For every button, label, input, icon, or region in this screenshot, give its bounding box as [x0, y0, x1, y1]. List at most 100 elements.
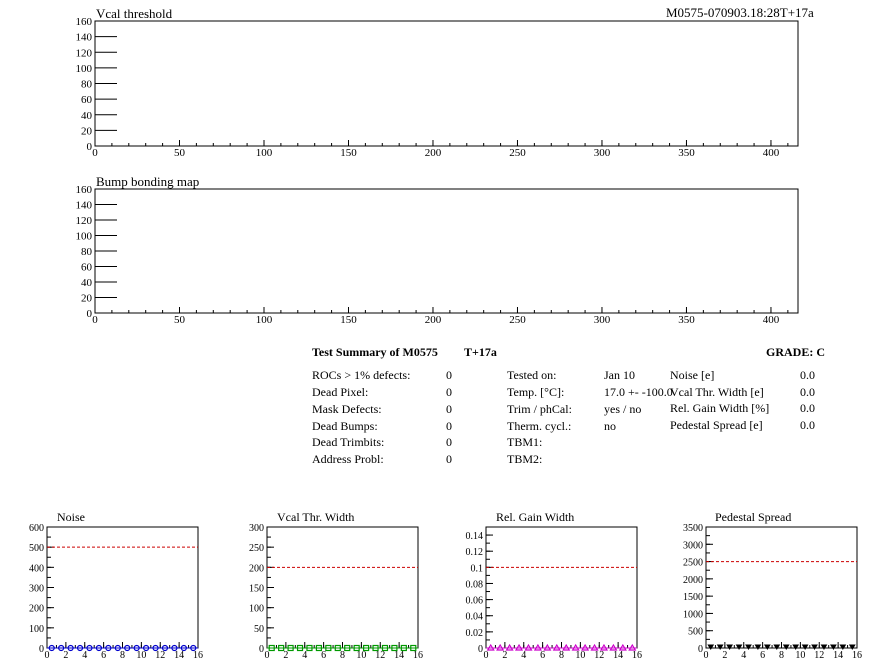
y-tick-label: 80 — [81, 79, 93, 91]
x-tick-label: 6 — [760, 650, 765, 661]
defect-label: Mask Defects: — [312, 402, 382, 416]
y-tick-label: 3500 — [683, 523, 703, 534]
data-point — [782, 644, 790, 650]
x-tick-label: 12 — [814, 650, 824, 661]
vcal-thr-width-chart: Vcal Thr. Width 0 2 4 6 8 10 12 14 16 0 50 100 150 200… — [249, 510, 423, 661]
y-tick-label: 0 — [39, 644, 44, 655]
width-value: 0.0 — [800, 385, 815, 399]
chart-title: Bump bonding map — [96, 174, 199, 189]
y-tick-label: 400 — [29, 563, 44, 574]
y-tick-label: 140 — [76, 200, 93, 212]
defect-value: 0 — [446, 402, 452, 416]
data-point — [716, 644, 724, 650]
y-tick-label: 120 — [76, 47, 93, 59]
data-point — [707, 644, 715, 650]
condition-label: TBM2: — [507, 452, 543, 466]
data-point — [372, 644, 379, 652]
y-tick-label: 0.14 — [466, 531, 484, 542]
data-point — [839, 644, 847, 650]
data-point — [792, 644, 800, 650]
data-point — [754, 644, 762, 650]
x-tick-label: 14 — [833, 650, 843, 661]
x-tick-label: 6 — [101, 650, 106, 661]
x-tick-label: 12 — [155, 650, 165, 661]
width-value: 0.0 — [800, 401, 815, 415]
data-point — [543, 643, 552, 651]
data-point — [296, 644, 304, 652]
x-tick-label: 150 — [340, 314, 357, 326]
x-tick-label: 14 — [613, 650, 623, 661]
defect-value: 0 — [446, 385, 452, 399]
x-tick-label: 100 — [256, 314, 273, 326]
y-tick-label: 20 — [81, 293, 93, 305]
y-tick-label: 60 — [81, 94, 93, 106]
x-tick-label: 2 — [722, 650, 727, 661]
x-tick-label: 350 — [678, 314, 695, 326]
y-tick-label: 250 — [249, 543, 264, 554]
x-tick-label: 4 — [521, 650, 526, 661]
y-tick-label: 0 — [478, 644, 483, 655]
data-point — [325, 644, 332, 652]
y-tick-label: 160 — [76, 16, 93, 28]
data-point — [830, 644, 837, 650]
x-tick-label: 250 — [509, 147, 526, 159]
plot-frame — [46, 526, 199, 649]
data-point — [735, 644, 743, 650]
summary-title: Test Summary of M0575 — [312, 345, 438, 359]
data-point — [391, 644, 398, 652]
y-tick-label: 140 — [76, 32, 93, 44]
x-tick-label: 100 — [256, 147, 273, 159]
data-point — [334, 644, 341, 652]
condition-label: TBM1: — [507, 435, 543, 449]
data-point — [628, 643, 637, 651]
x-tick-label: 0 — [45, 650, 50, 661]
data-point — [533, 643, 542, 651]
y-tick-label: 200 — [29, 604, 44, 615]
x-tick-label: 400 — [763, 314, 780, 326]
y-tick-label: 2500 — [683, 558, 703, 569]
x-tick-label: 8 — [340, 650, 345, 661]
y-tick-label: 80 — [81, 246, 93, 258]
x-tick-label: 6 — [540, 650, 545, 661]
data-point — [811, 644, 818, 650]
y-tick-label: 600 — [29, 523, 44, 534]
condition-value: 17.0 +- -100.0 — [604, 385, 673, 399]
data-point — [609, 643, 618, 651]
data-point — [381, 644, 389, 652]
y-tick-label: 50 — [254, 624, 264, 635]
data-point — [142, 644, 150, 652]
y-tick-label: 100 — [249, 604, 264, 615]
x-tick-label: 10 — [795, 650, 805, 661]
x-tick-label: 2 — [63, 650, 68, 661]
plot-frame — [94, 188, 799, 314]
noise-chart: Noise 0 2 4 6 8 10 12 14 16 0 100 200 300 400 500 600 — [29, 510, 203, 661]
condition-label: Therm. cycl.: — [507, 419, 572, 433]
data-point — [524, 643, 533, 651]
y-tick-label: 0.02 — [466, 628, 484, 639]
x-tick-label: 8 — [779, 650, 784, 661]
data-point — [505, 643, 514, 651]
data-point — [171, 644, 178, 652]
data-point — [353, 644, 360, 652]
x-tick-label: 300 — [594, 314, 611, 326]
plot-frame — [485, 526, 638, 649]
condition-label: Temp. [°C]: — [507, 385, 565, 399]
chart-title: Vcal Thr. Width — [277, 510, 354, 524]
y-tick-label: 3000 — [683, 540, 703, 551]
data-point — [105, 644, 112, 652]
data-point — [514, 643, 524, 651]
y-tick-label: 100 — [76, 231, 93, 243]
defect-value: 0 — [446, 435, 452, 449]
data-point — [763, 644, 771, 650]
plot-frame — [705, 526, 858, 649]
x-tick-label: 10 — [136, 650, 146, 661]
y-tick-label: 0.1 — [471, 563, 484, 574]
y-tick-label: 300 — [29, 584, 44, 595]
x-tick-label: 300 — [594, 147, 611, 159]
data-point — [180, 644, 187, 652]
x-tick-label: 6 — [321, 650, 326, 661]
pedestal-spread-chart: Pedestal Spread 0 2 4 6 8 10 12 14 16 0 500 1000 1500… — [683, 510, 862, 661]
